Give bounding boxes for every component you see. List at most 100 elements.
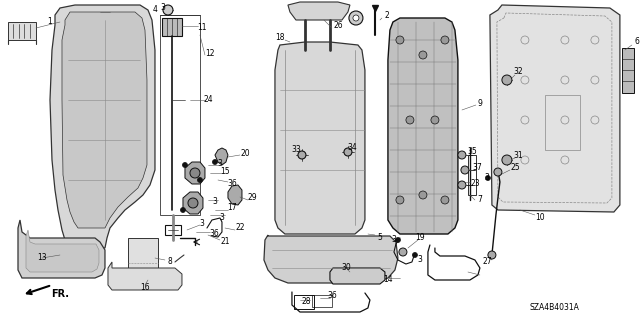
Text: 35: 35: [467, 147, 477, 157]
Bar: [622, 48, 634, 93]
Text: 4: 4: [152, 5, 157, 14]
Circle shape: [180, 207, 186, 212]
Text: 31: 31: [513, 152, 523, 160]
Text: 7: 7: [477, 196, 483, 204]
Circle shape: [344, 148, 352, 156]
Text: 24: 24: [203, 95, 212, 105]
Text: 3: 3: [200, 219, 204, 227]
Text: SZA4B4031A: SZA4B4031A: [530, 303, 580, 313]
Text: 34: 34: [347, 144, 357, 152]
Circle shape: [488, 251, 496, 259]
Circle shape: [441, 36, 449, 44]
Circle shape: [502, 155, 512, 165]
Circle shape: [396, 196, 404, 204]
Polygon shape: [183, 192, 203, 214]
Circle shape: [461, 166, 469, 174]
Circle shape: [190, 168, 200, 178]
Text: 28: 28: [301, 298, 310, 307]
Bar: [160, 15, 200, 215]
Circle shape: [485, 175, 490, 181]
Text: 12: 12: [205, 48, 214, 57]
Circle shape: [458, 151, 466, 159]
Circle shape: [396, 238, 401, 242]
Text: 26: 26: [333, 21, 343, 31]
Text: 8: 8: [168, 257, 172, 266]
Bar: [162, 18, 182, 36]
Circle shape: [396, 36, 404, 44]
Text: 3: 3: [220, 212, 225, 221]
Circle shape: [182, 162, 188, 167]
Circle shape: [502, 75, 512, 85]
Text: 20: 20: [240, 149, 250, 158]
Text: 18: 18: [275, 33, 285, 42]
Circle shape: [163, 5, 173, 15]
Polygon shape: [50, 5, 155, 248]
Text: 22: 22: [236, 224, 244, 233]
Circle shape: [412, 253, 417, 257]
Circle shape: [353, 15, 359, 21]
Bar: [165, 225, 181, 235]
Text: 27: 27: [482, 257, 492, 266]
Text: 3: 3: [212, 197, 218, 206]
Circle shape: [399, 248, 407, 256]
Circle shape: [441, 196, 449, 204]
Circle shape: [188, 198, 198, 208]
Polygon shape: [62, 12, 147, 228]
Polygon shape: [18, 220, 105, 278]
Text: 3: 3: [392, 235, 396, 244]
Text: 19: 19: [415, 233, 425, 241]
Text: 9: 9: [477, 99, 483, 108]
Circle shape: [494, 168, 502, 176]
Circle shape: [198, 177, 202, 182]
Text: 30: 30: [341, 263, 351, 271]
Bar: [294, 295, 314, 309]
Circle shape: [212, 160, 218, 165]
Polygon shape: [330, 268, 385, 284]
Text: 11: 11: [197, 23, 207, 32]
Text: 36: 36: [327, 291, 337, 300]
Text: 21: 21: [220, 238, 230, 247]
Text: 25: 25: [510, 162, 520, 172]
Polygon shape: [228, 185, 242, 205]
Polygon shape: [215, 148, 228, 165]
Text: 10: 10: [535, 212, 545, 221]
Circle shape: [406, 116, 414, 124]
Circle shape: [419, 51, 427, 59]
Polygon shape: [388, 18, 458, 234]
Text: 14: 14: [383, 276, 393, 285]
Circle shape: [298, 151, 306, 159]
Polygon shape: [264, 235, 398, 283]
Text: 1: 1: [47, 18, 52, 26]
Polygon shape: [275, 42, 365, 234]
Circle shape: [431, 116, 439, 124]
Bar: [468, 155, 476, 195]
Text: 32: 32: [513, 68, 523, 77]
Text: 36: 36: [227, 179, 237, 188]
Text: 5: 5: [378, 233, 382, 241]
Bar: [545, 95, 580, 150]
Text: 3: 3: [161, 3, 165, 11]
Text: 17: 17: [227, 204, 237, 212]
Text: 29: 29: [247, 194, 257, 203]
Circle shape: [349, 11, 363, 25]
Bar: [312, 295, 332, 307]
Text: 15: 15: [220, 167, 230, 176]
Text: 3: 3: [484, 174, 490, 182]
Polygon shape: [185, 162, 205, 184]
Polygon shape: [490, 5, 620, 212]
Polygon shape: [108, 262, 182, 290]
Text: 3: 3: [218, 159, 222, 167]
Text: 3: 3: [417, 256, 422, 264]
Polygon shape: [288, 2, 350, 20]
Text: 2: 2: [385, 11, 389, 20]
Text: 37: 37: [472, 164, 482, 173]
Circle shape: [419, 191, 427, 199]
Text: 23: 23: [470, 180, 480, 189]
Text: 13: 13: [37, 254, 47, 263]
Text: 36: 36: [209, 229, 219, 239]
Text: 16: 16: [140, 283, 150, 292]
Text: FR.: FR.: [51, 289, 69, 299]
Text: 6: 6: [634, 38, 639, 47]
Bar: [8, 22, 36, 40]
Text: 33: 33: [291, 145, 301, 154]
